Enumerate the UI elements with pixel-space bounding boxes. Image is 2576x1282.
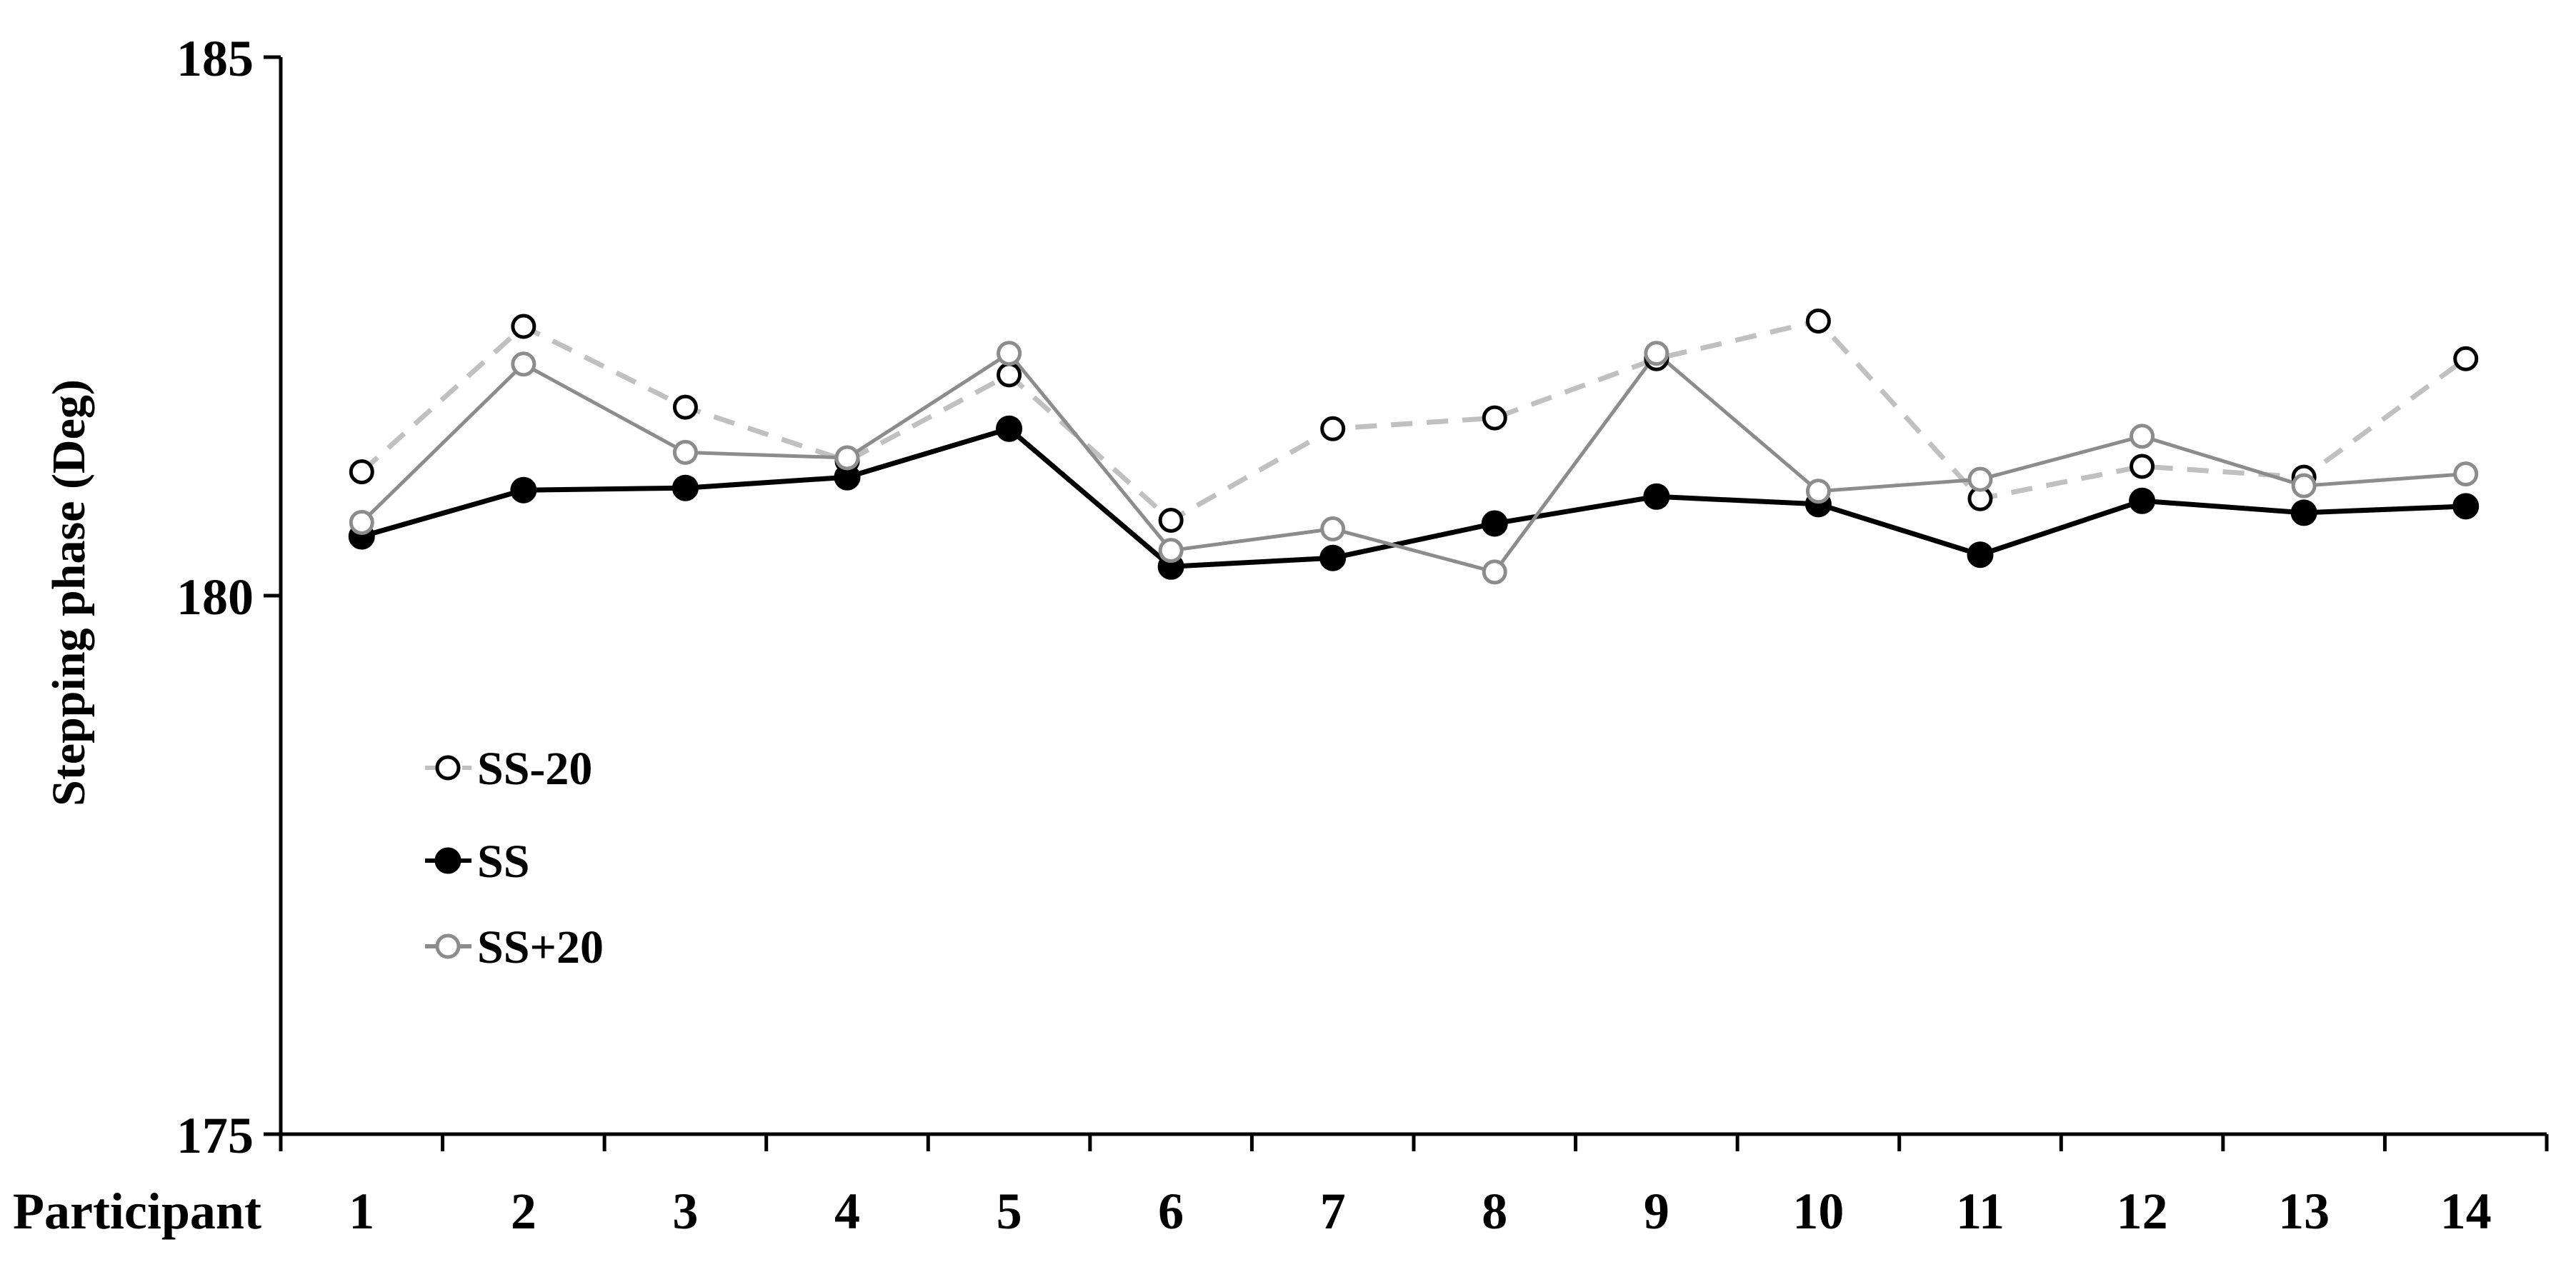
legend-marker [435, 933, 461, 959]
x-tick-label: 4 [834, 1183, 860, 1240]
x-tick-label: 3 [672, 1183, 698, 1240]
legend-marker [434, 847, 461, 874]
x-tick-label: 14 [2440, 1183, 2492, 1240]
data-point [1320, 516, 1346, 542]
data-point [1967, 541, 1994, 569]
series-markers-SS-20 [349, 308, 2479, 533]
data-point [1481, 510, 1508, 537]
y-tick-label: 180 [176, 569, 254, 626]
data-point [2130, 454, 2155, 479]
data-point [2453, 461, 2479, 487]
data-point [1158, 538, 1184, 564]
data-point [2290, 499, 2317, 526]
series-line [361, 426, 2466, 569]
data-point [1320, 416, 1346, 441]
data-point [2129, 487, 2156, 514]
x-ticks: 1 2 3 4 5 6 7 8 9 10 11 12 13 14 [279, 1134, 2549, 1240]
data-point [349, 509, 374, 535]
data-point [510, 476, 537, 504]
data-point [1967, 466, 1993, 492]
data-point [511, 351, 536, 377]
data-point [997, 341, 1022, 366]
legend-label: SS+20 [477, 921, 604, 973]
x-tick-label: 5 [997, 1183, 1022, 1240]
legend-item: SS+20 [425, 921, 604, 973]
legend-item: SS-20 [425, 743, 592, 795]
data-point [2291, 473, 2317, 499]
x-tick-label: 13 [2278, 1183, 2330, 1240]
legend-label: SS-20 [477, 743, 592, 795]
data-point [2130, 424, 2155, 449]
x-tick-label: 10 [1792, 1183, 1844, 1240]
y-tick-label: 185 [176, 30, 254, 87]
data-point [1644, 341, 1669, 366]
y-ticks: 175 180 185 [176, 30, 281, 1164]
x-tick-label: 9 [1644, 1183, 1669, 1240]
data-point [672, 394, 698, 420]
legend-label: SS [477, 836, 529, 888]
data-point [1482, 559, 1507, 585]
series-markers-SS [348, 415, 2480, 580]
series-line [360, 351, 2466, 574]
data-point [1805, 479, 1831, 504]
data-point [1482, 405, 1507, 431]
x-tick-label: 12 [2117, 1183, 2168, 1240]
x-tick-label: 6 [1158, 1183, 1184, 1240]
series-SS [361, 426, 2466, 569]
data-point [672, 439, 698, 465]
data-point [996, 415, 1023, 442]
data-point [2453, 346, 2479, 371]
data-point [672, 474, 699, 501]
legend-item: SS [425, 836, 529, 888]
y-axis-title: Stepping phase (Deg) [43, 379, 95, 806]
data-point [2452, 493, 2480, 520]
legend-marker [435, 755, 461, 781]
data-point [349, 459, 374, 485]
x-tick-label: 1 [349, 1183, 374, 1240]
legend: SS-20 SS SS+20 [425, 743, 604, 973]
x-axis-title: Participant [13, 1183, 261, 1240]
x-tick-label: 11 [1956, 1183, 2005, 1240]
data-point [1319, 544, 1347, 571]
data-point [511, 314, 536, 339]
series-layer [348, 308, 2480, 585]
data-point [997, 362, 1022, 388]
x-tick-label: 2 [511, 1183, 536, 1240]
series-SS+20 [360, 351, 2466, 574]
y-tick-label: 175 [176, 1107, 254, 1164]
data-point [1805, 308, 1831, 334]
x-tick-label: 7 [1320, 1183, 1346, 1240]
series-markers-SS+20 [349, 341, 2479, 585]
data-point [834, 445, 860, 471]
data-point [1158, 507, 1184, 533]
data-point [1643, 483, 1670, 510]
x-tick-label: 8 [1482, 1183, 1507, 1240]
